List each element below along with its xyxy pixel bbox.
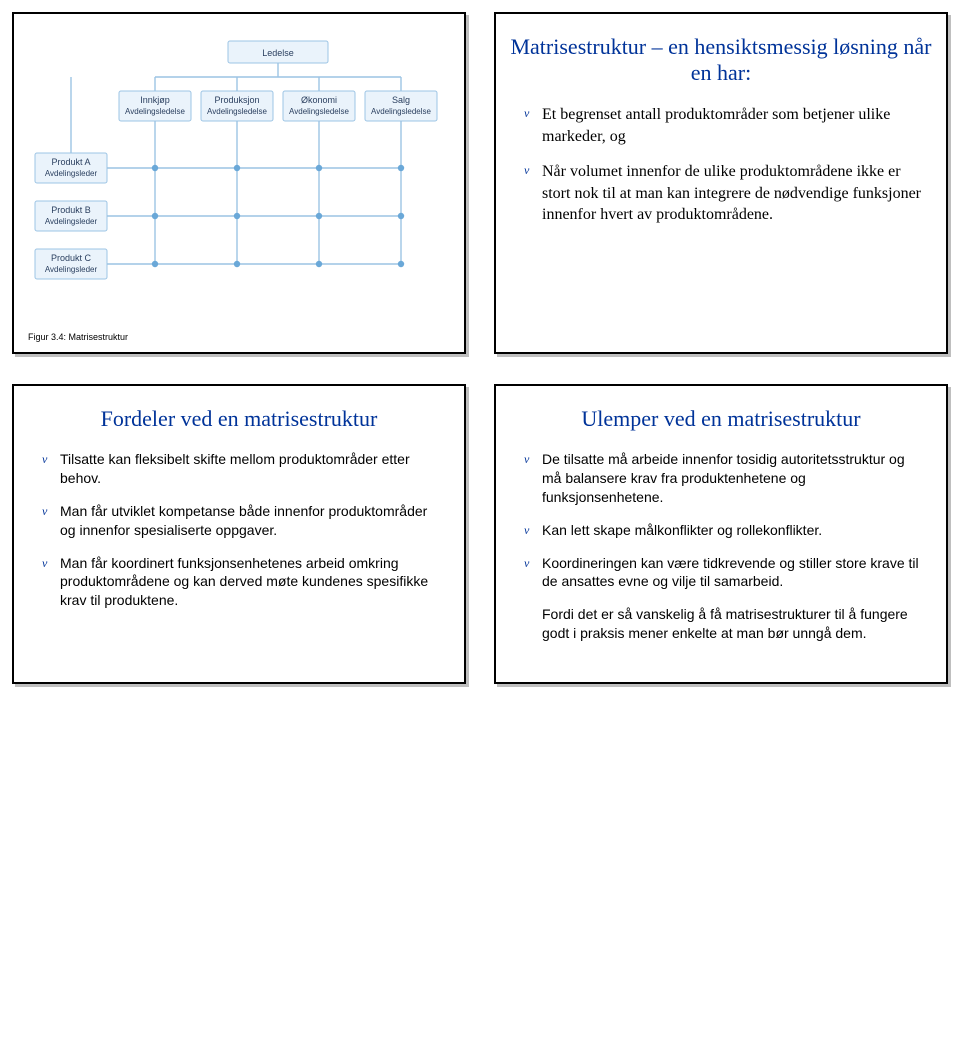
slide-top-right: Matrisestruktur – en hensiktsmessig løsn…	[494, 12, 948, 354]
bullet-item: Man får utviklet kompetanse både innenfo…	[46, 502, 444, 540]
bullet-list: De tilsatte må arbeide innenfor tosidig …	[510, 450, 932, 643]
slide-grid: Ledelse Innkjøp Avdelingsledelse Produksjon…	[12, 12, 948, 684]
slide-title: Fordeler ved en matrisestruktur	[28, 406, 450, 432]
bullet-list: Et begrenset antall produktområder som b…	[510, 104, 932, 226]
svg-text:Salg: Salg	[392, 95, 410, 105]
bullet-item: Man får koordinert funksjonsenhetenes ar…	[46, 554, 444, 611]
bullet-item: Kan lett skape målkonflikter og rollekon…	[528, 521, 926, 540]
bullet-item: Koordineringen kan være tidkrevende og s…	[528, 554, 926, 592]
svg-text:Produkt A: Produkt A	[51, 157, 90, 167]
svg-text:Avdelingsledelse: Avdelingsledelse	[289, 107, 349, 116]
svg-text:Avdelingsledelse: Avdelingsledelse	[207, 107, 267, 116]
bullet-item: Når volumet innenfor de ulike produktomr…	[528, 161, 926, 226]
bullet-item: Tilsatte kan fleksibelt skifte mellom pr…	[46, 450, 444, 488]
svg-text:Produkt C: Produkt C	[51, 253, 92, 263]
slide-title: Matrisestruktur – en hensiktsmessig løsn…	[510, 34, 932, 86]
slide-bottom-left: Fordeler ved en matrisestruktur Tilsatte…	[12, 384, 466, 684]
svg-text:Innkjøp: Innkjøp	[140, 95, 170, 105]
svg-text:Avdelingsleder: Avdelingsleder	[45, 265, 98, 274]
svg-text:Økonomi: Økonomi	[301, 95, 337, 105]
bullet-list: Tilsatte kan fleksibelt skifte mellom pr…	[28, 450, 450, 610]
svg-text:Ledelse: Ledelse	[262, 48, 294, 58]
slide-bottom-right: Ulemper ved en matrisestruktur De tilsat…	[494, 384, 948, 684]
svg-text:Produksjon: Produksjon	[214, 95, 259, 105]
svg-text:Produkt B: Produkt B	[51, 205, 91, 215]
svg-text:Avdelingsleder: Avdelingsleder	[45, 217, 98, 226]
svg-text:Avdelingsledelse: Avdelingsledelse	[371, 107, 431, 116]
bullet-item: De tilsatte må arbeide innenfor tosidig …	[528, 450, 926, 507]
slide-title: Ulemper ved en matrisestruktur	[510, 406, 932, 432]
svg-text:Avdelingsleder: Avdelingsleder	[45, 169, 98, 178]
diagram-panel: Ledelse Innkjøp Avdelingsledelse Produksjon…	[12, 12, 466, 354]
bullet-tail: Fordi det er så vanskelig å få matrisest…	[528, 605, 926, 643]
bullet-item: Et begrenset antall produktområder som b…	[528, 104, 926, 147]
diagram-caption: Figur 3.4: Matrisestruktur	[28, 332, 454, 342]
svg-text:Avdelingsledelse: Avdelingsledelse	[125, 107, 185, 116]
matrix-diagram: Ledelse Innkjøp Avdelingsledelse Produksjon…	[29, 28, 449, 308]
